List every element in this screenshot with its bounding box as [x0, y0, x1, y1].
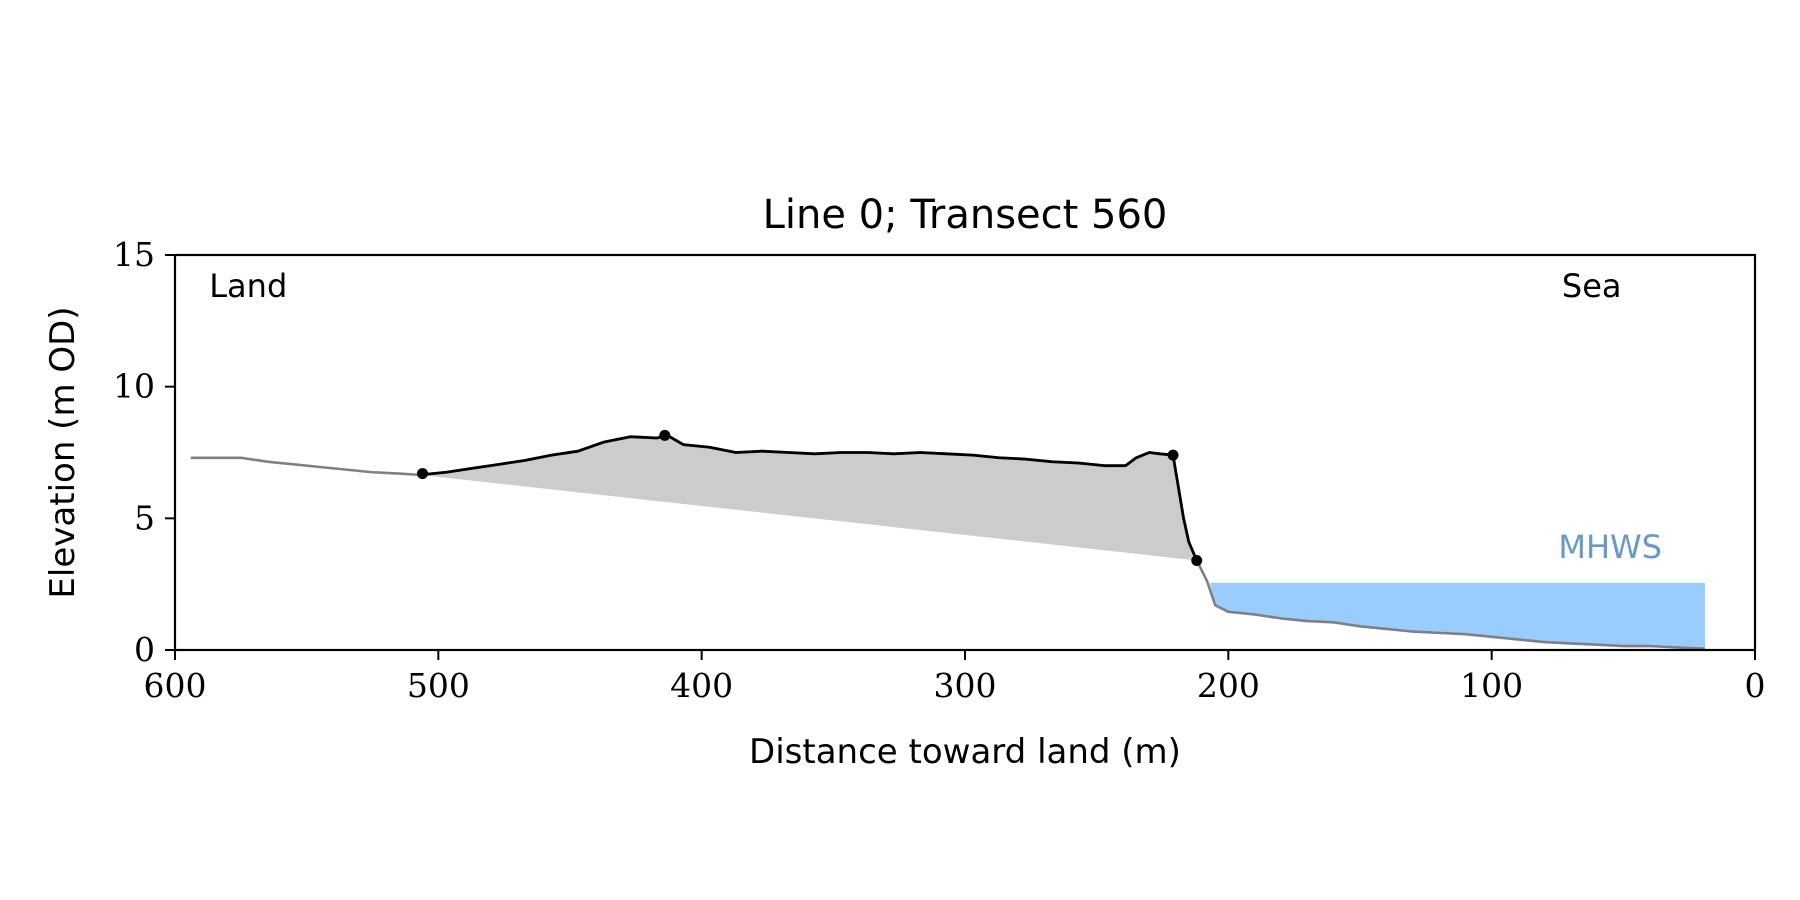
mhws-water-area — [1209, 582, 1705, 649]
x-tick-label: 500 — [407, 666, 470, 705]
dune-volume-fill — [419, 435, 1197, 561]
y-axis-label: Elevation (m OD) — [43, 306, 83, 598]
y-tick-label: 15 — [113, 235, 155, 274]
chart-title: Line 0; Transect 560 — [763, 192, 1168, 238]
y-tick-label: 10 — [113, 367, 155, 406]
x-tick-label: 100 — [1460, 666, 1523, 705]
y-tick-label: 5 — [134, 498, 155, 537]
fill-layer — [419, 435, 1705, 649]
x-tick-label: 600 — [144, 666, 207, 705]
x-axis-label: Distance toward land (m) — [749, 732, 1181, 772]
annotation-layer: Land Sea MHWS — [209, 267, 1662, 566]
x-tick-label: 400 — [670, 666, 733, 705]
x-tick-label: 0 — [1745, 666, 1766, 705]
marker-layer — [417, 429, 1203, 566]
dune-marker-4 — [1191, 554, 1203, 566]
x-tick-label: 200 — [1197, 666, 1260, 705]
annotation-land: Land — [209, 267, 287, 305]
dune-marker-1 — [417, 468, 429, 480]
dune-marker-3 — [1167, 449, 1179, 461]
dune-marker-2 — [659, 429, 671, 441]
x-tick-label: 300 — [934, 666, 997, 705]
line-layer — [190, 433, 1706, 650]
annotation-mhws: MHWS — [1558, 528, 1662, 566]
tick-layer: 600 500 400 300 200 100 0 0 5 10 15 — [113, 235, 1766, 705]
y-tick-label: 0 — [134, 630, 155, 669]
annotation-sea: Sea — [1562, 267, 1622, 305]
dune-line — [419, 433, 1199, 562]
